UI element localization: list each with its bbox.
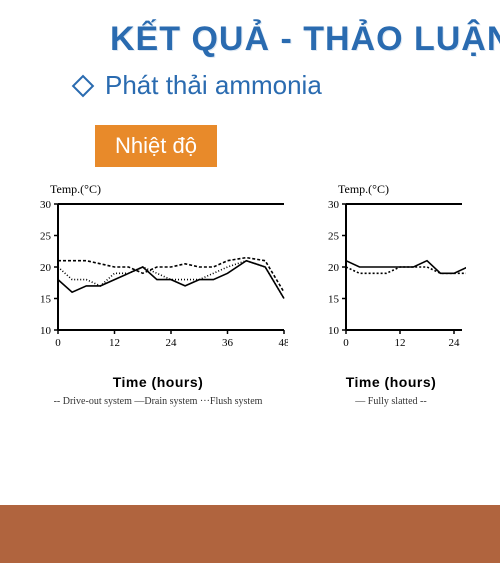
- diamond-bullet-icon: [72, 74, 95, 97]
- svg-text:12: 12: [109, 337, 120, 349]
- chart-left-xlabel: Time (hours): [28, 374, 288, 390]
- subtitle-text: Phát thải ammonia: [105, 70, 322, 101]
- chart-left-ylabel: Temp.(°C): [50, 182, 101, 197]
- svg-text:48: 48: [279, 337, 289, 349]
- svg-text:36: 36: [222, 337, 234, 349]
- svg-text:30: 30: [40, 200, 52, 211]
- footer-bar: [0, 505, 500, 563]
- chart-left-svg: 10 15 20 25 30 0 12 24 36 48: [28, 200, 288, 370]
- chart-right-xlabel: Time (hours): [316, 374, 466, 390]
- svg-text:20: 20: [328, 262, 340, 274]
- svg-text:20: 20: [40, 262, 52, 274]
- subtitle-row: Phát thải ammonia: [75, 70, 322, 101]
- svg-text:24: 24: [166, 337, 178, 349]
- svg-text:30: 30: [328, 200, 340, 211]
- svg-text:15: 15: [328, 294, 340, 306]
- svg-text:10: 10: [40, 325, 52, 337]
- charts-row: Temp.(°C) 1015202530012243648 Time (hour…: [28, 200, 466, 407]
- chart-left-legend: -- Drive-out system —Drain system ···Flu…: [28, 396, 288, 407]
- svg-text:25: 25: [40, 231, 52, 243]
- svg-text:0: 0: [343, 337, 349, 349]
- chart-left: Temp.(°C) 1015202530012243648 Time (hour…: [28, 200, 288, 407]
- chart-right-svg: 10 15 20 25 30 0 12 24: [316, 200, 466, 370]
- chart-right: Temp.(°C) 101520253001224 Time (hours) —…: [316, 200, 466, 407]
- page-title: KẾT QUẢ - THẢO LUẬN: [110, 20, 500, 59]
- chart-right-legend: — Fully slatted --: [316, 396, 466, 407]
- svg-text:0: 0: [55, 337, 61, 349]
- svg-text:25: 25: [328, 231, 340, 243]
- chart-right-ylabel: Temp.(°C): [338, 182, 389, 197]
- svg-text:12: 12: [395, 337, 406, 349]
- svg-text:15: 15: [40, 294, 52, 306]
- section-badge: Nhiệt độ: [95, 125, 217, 167]
- svg-text:10: 10: [328, 325, 340, 337]
- svg-text:24: 24: [449, 337, 461, 349]
